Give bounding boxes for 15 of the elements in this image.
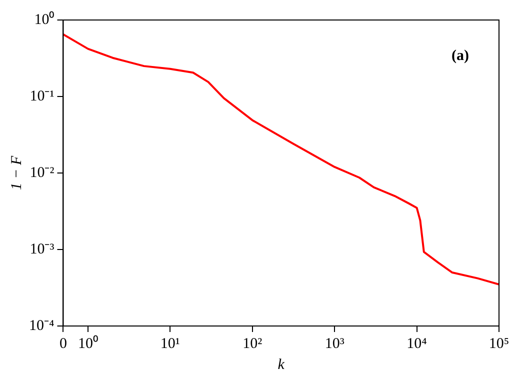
x-tick-label: 10¹ (160, 336, 180, 352)
y-axis-title: 1 − F (8, 155, 25, 190)
annotation: (a) (452, 48, 469, 64)
y-tick-label: 10⁻² (30, 164, 55, 181)
x-tick-label: 10⁵ (488, 336, 510, 352)
x-axis-title: k (278, 356, 285, 373)
x-tick-label: 0 (59, 336, 67, 352)
x-tick-label: 10² (242, 336, 263, 352)
y-tick-label: 10⁻¹ (30, 88, 54, 104)
y-tick-label: 10⁻⁴ (28, 318, 54, 334)
x-tick-label: 10⁴ (406, 336, 427, 352)
x-tick-label: 10³ (324, 336, 345, 352)
y-tick-label: 10⁻³ (30, 241, 55, 258)
y-tick-label: 10⁰ (34, 10, 54, 28)
x-tick-label: 10⁰ (78, 334, 98, 352)
